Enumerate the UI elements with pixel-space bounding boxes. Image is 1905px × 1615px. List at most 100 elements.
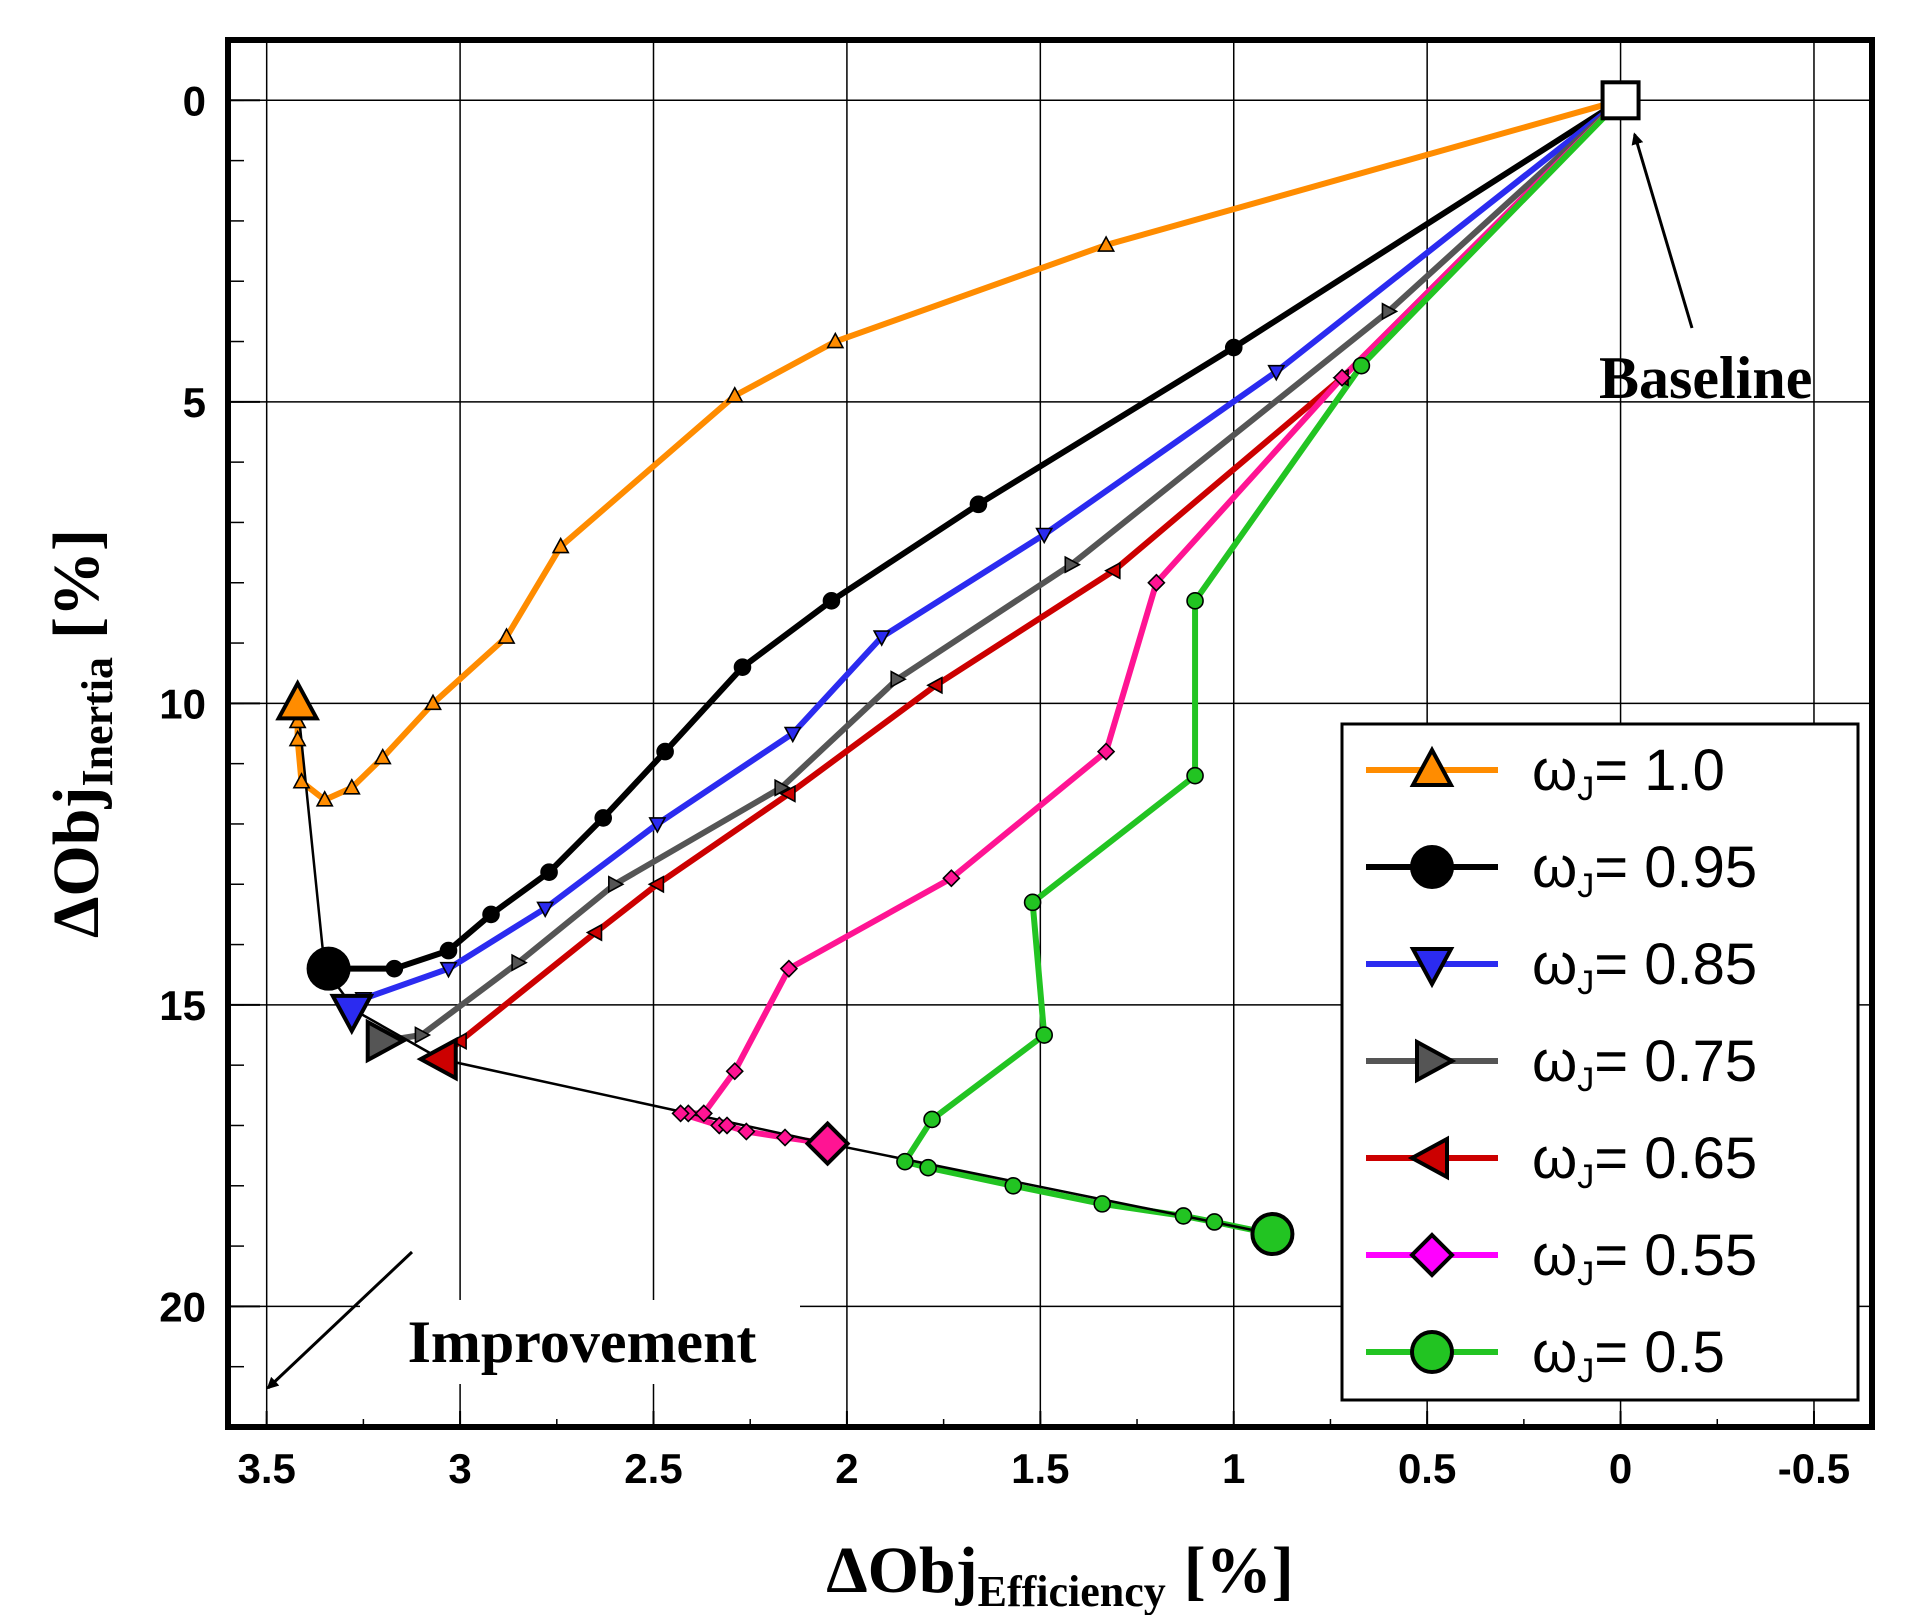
- legend-swatch-marker: [1409, 745, 1455, 787]
- series-point-marker-1: [969, 495, 988, 514]
- series-point-marker-3: [1064, 555, 1081, 574]
- series-point-marker-5: [1147, 573, 1166, 592]
- series-point-marker-6: [896, 1152, 914, 1171]
- series-point-marker-5: [1332, 368, 1352, 387]
- legend-label: ωJ= 1.0: [1532, 738, 1725, 808]
- series-endpoint-marker-6: [1250, 1212, 1295, 1257]
- legend-label: ωJ= 0.65: [1532, 1126, 1757, 1196]
- series-point-marker-4: [926, 676, 943, 695]
- x-tick-label: 3.5: [237, 1445, 295, 1492]
- series-point-marker-0: [288, 729, 307, 747]
- y-axis-title: ΔObjInertia[%]: [40, 529, 122, 938]
- baseline-arrow: [1631, 132, 1694, 329]
- series-point-marker-6: [1004, 1176, 1023, 1195]
- series-point-marker-4: [585, 923, 603, 942]
- y-tick-label: 20: [159, 1283, 206, 1330]
- series-point-marker-0: [725, 386, 744, 403]
- series-point-marker-1: [385, 959, 404, 978]
- baseline-marker: [1600, 80, 1641, 121]
- series-point-marker-1: [594, 809, 613, 827]
- series-point-marker-6: [1174, 1207, 1193, 1225]
- marker-layer: [275, 80, 1641, 1257]
- legend-label: ωJ= 0.95: [1532, 835, 1757, 905]
- series-point-marker-1: [540, 863, 558, 882]
- legend-swatch-marker: [1407, 1135, 1449, 1181]
- series-point-marker-3: [1381, 302, 1399, 321]
- series-point-marker-3: [511, 953, 528, 972]
- series-point-marker-1: [656, 742, 674, 761]
- series-point-marker-4: [1104, 561, 1121, 580]
- series-point-marker-6: [923, 1110, 941, 1129]
- series-point-marker-4: [450, 1032, 467, 1050]
- series-point-marker-2: [872, 630, 891, 647]
- series-endpoint-marker-3: [365, 1018, 407, 1064]
- series-point-marker-5: [717, 1116, 737, 1135]
- series-point-marker-6: [1205, 1213, 1224, 1231]
- series-point-marker-2: [536, 901, 555, 919]
- series-point-marker-3: [774, 778, 791, 797]
- series-point-marker-1: [733, 658, 752, 676]
- series-point-marker-1: [1224, 338, 1243, 357]
- series-point-marker-0: [424, 693, 442, 711]
- series-point-marker-0: [288, 711, 307, 729]
- series-point-marker-0: [292, 772, 311, 789]
- series-point-marker-0: [315, 790, 334, 807]
- series-line-0: [294, 97, 1622, 803]
- series-point-marker-5: [671, 1104, 690, 1123]
- series-point-marker-3: [608, 875, 625, 894]
- y-tick-label: 10: [159, 680, 206, 727]
- series-point-marker-5: [694, 1104, 713, 1123]
- series-line-2: [349, 97, 1623, 1013]
- series-point-marker-6: [1093, 1195, 1112, 1213]
- legend-label: ωJ= 0.75: [1532, 1029, 1757, 1099]
- legend-swatch-marker: [1409, 1232, 1455, 1278]
- x-tick-label: 2: [835, 1445, 858, 1492]
- series-point-marker-5: [779, 959, 799, 978]
- series-line-1: [328, 97, 1623, 972]
- x-axis-title: ΔObjEfficiency [%]: [826, 1534, 1294, 1615]
- series-point-marker-0: [497, 627, 516, 644]
- series-point-marker-6: [1186, 766, 1204, 785]
- y-tick-label: 15: [159, 982, 206, 1029]
- x-tick-label: 0: [1609, 1445, 1632, 1492]
- series-point-marker-1: [439, 941, 458, 960]
- series-endpoint-marker-4: [416, 1036, 458, 1082]
- series-point-marker-0: [342, 778, 361, 795]
- x-tick-label: 0.5: [1398, 1445, 1456, 1492]
- series-point-marker-0: [373, 747, 392, 765]
- series-endpoint-marker-0: [275, 679, 320, 721]
- series-point-marker-2: [1267, 364, 1286, 382]
- legend-label: ωJ= 0.55: [1532, 1223, 1757, 1293]
- series-point-marker-4: [647, 875, 665, 894]
- legend-label: ωJ= 0.5: [1532, 1320, 1725, 1390]
- series-endpoint-marker-1: [306, 946, 351, 991]
- legend-swatch-marker: [1410, 1330, 1454, 1374]
- improvement-arrow: [266, 1250, 414, 1390]
- series-point-marker-5: [775, 1128, 795, 1147]
- y-tick-label: 0: [183, 77, 206, 124]
- series-point-marker-1: [482, 905, 500, 924]
- annotations: Baseline Improvement: [266, 132, 1812, 1390]
- legend-swatch-marker: [1415, 1038, 1457, 1084]
- improvement-label-bg: [360, 1300, 800, 1384]
- series-point-marker-4: [779, 784, 796, 803]
- y-tick-label: 5: [183, 379, 206, 426]
- series-point-marker-2: [648, 817, 667, 834]
- series-point-marker-2: [1035, 527, 1054, 545]
- series-point-marker-0: [551, 536, 570, 554]
- series-point-marker-6: [919, 1158, 937, 1177]
- series-point-marker-2: [439, 961, 458, 979]
- x-tick-label: -0.5: [1778, 1445, 1850, 1492]
- series-point-marker-6: [1035, 1026, 1053, 1044]
- series-point-marker-6: [1186, 592, 1204, 610]
- x-tick-label: 1.5: [1011, 1445, 1069, 1492]
- plot-frame: [225, 37, 1875, 1430]
- improvement-label: Improvement: [408, 1309, 757, 1375]
- axes: 3.5 3 2.5 2 1.5 1 0.5 0 -0.5 0 5 10 15 20 ΔObjEfficien…: [40, 37, 1875, 1615]
- series-point-marker-6: [1352, 356, 1371, 375]
- legend-label: ωJ= 0.85: [1532, 932, 1757, 1002]
- legend-swatch-marker: [1410, 845, 1454, 889]
- series-point-marker-0: [826, 331, 845, 349]
- x-tick-label: 1: [1222, 1445, 1245, 1492]
